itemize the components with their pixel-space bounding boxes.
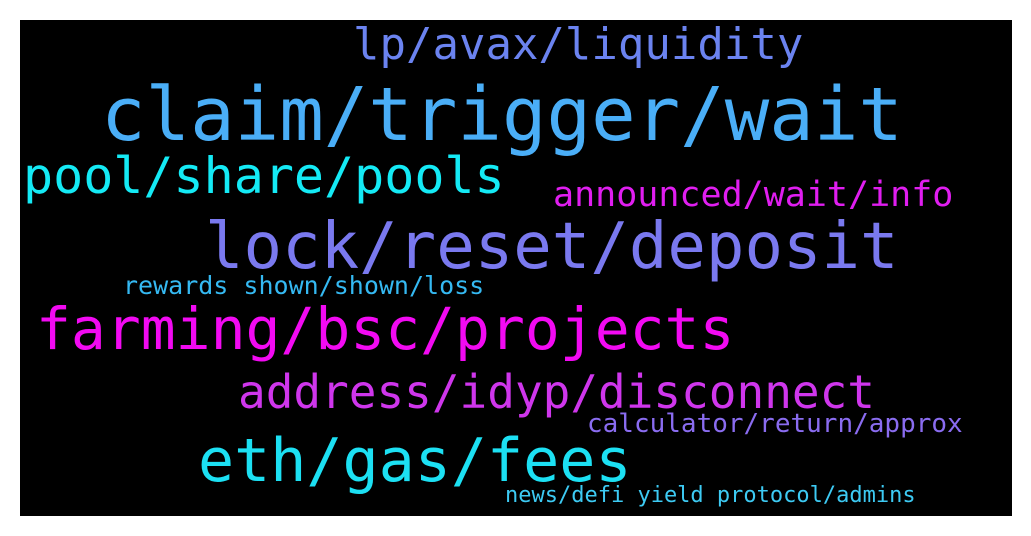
word-lp-avax-liquidity: lp/avax/liquidity [353,20,804,70]
word-claim-trigger-wait: claim/trigger/wait [101,72,903,158]
word-rewards-shown-loss: rewards shown/shown/loss [123,271,485,300]
word-address-idyp-disconnect: address/idyp/disconnect [238,365,875,419]
word-calculator-return-approx: calculator/return/approx [587,409,963,439]
word-eth-gas-fees: eth/gas/fees [198,426,632,496]
word-announced-wait-info: announced/wait/info [553,175,954,215]
word-pool-share-pools: pool/share/pools [23,147,505,205]
word-news-defi-yield-protocol-admins: news/defi yield protocol/admins [505,483,916,508]
word-lock-reset-deposit: lock/reset/deposit [205,210,899,284]
word-farming-bsc-projects: farming/bsc/projects [36,295,735,363]
word-cloud: lp/avax/liquidity claim/trigger/wait poo… [20,20,1012,516]
